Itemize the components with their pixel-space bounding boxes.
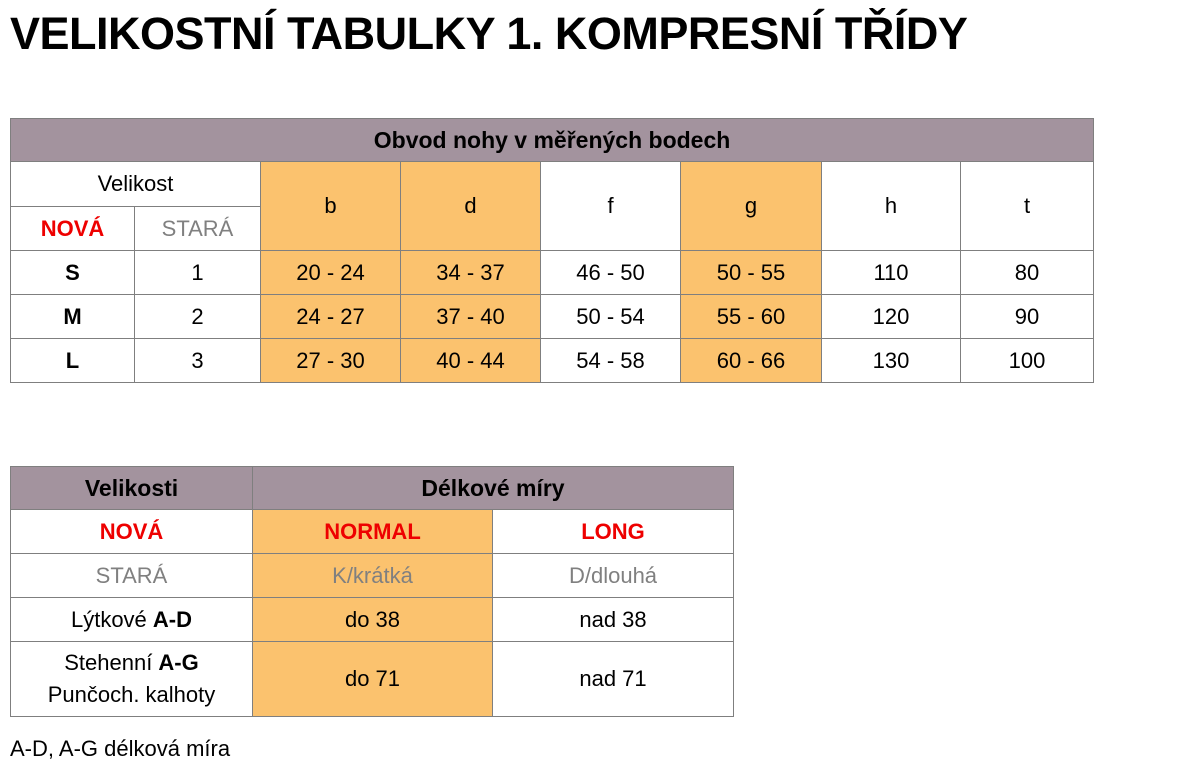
header-measure-d: d xyxy=(400,161,541,251)
header-measure-f: f xyxy=(540,161,681,251)
cell-size-new: L xyxy=(10,338,135,383)
header-measure-g: g xyxy=(680,161,822,251)
table-row-old: STARÁ K/krátká D/dlouhá xyxy=(10,553,735,598)
cell-d: 40 - 44 xyxy=(400,338,541,383)
cell-t: 100 xyxy=(959,338,1095,383)
thigh-label-line1: Stehenní A-G xyxy=(11,647,252,679)
cell-t: 90 xyxy=(959,294,1095,339)
cell-h: 130 xyxy=(821,338,961,383)
cell-normal-label: NORMAL xyxy=(252,509,493,554)
cell-thigh-long: nad 71 xyxy=(491,641,735,717)
table-row-size-labels: NOVÁ STARÁ xyxy=(10,206,1094,251)
cell-t: 80 xyxy=(959,250,1095,295)
cell-thigh-label: Stehenní A-G Punčoch. kalhoty xyxy=(10,641,253,717)
thigh-label-code: A-G xyxy=(158,650,199,676)
table-row-thigh: Stehenní A-G Punčoch. kalhoty do 71 nad … xyxy=(10,641,735,717)
cell-b: 24 - 27 xyxy=(260,294,401,339)
cell-old-label: STARÁ xyxy=(10,553,253,598)
size-group-label: Velikost xyxy=(10,161,261,207)
table-row: S 1 20 - 24 34 - 37 46 - 50 50 - 55 110 … xyxy=(10,250,1095,295)
cell-old-long: D/dlouhá xyxy=(491,553,735,598)
cell-new-label: NOVÁ xyxy=(10,509,253,554)
table-row-calf: Lýtkové A-D do 38 nad 38 xyxy=(10,597,735,642)
header-measure-t: t xyxy=(959,161,1095,251)
table-row-band: Velikosti Délkové míry xyxy=(10,466,735,510)
band-title-circumference: Obvod nohy v měřených bodech xyxy=(9,118,1095,162)
size-old-label: STARÁ xyxy=(134,206,261,251)
cell-size-old: 1 xyxy=(134,250,261,295)
table-row-size-group: Velikost b d f g h t xyxy=(10,161,1095,251)
cell-long-label: LONG xyxy=(491,509,735,554)
cell-f: 50 - 54 xyxy=(540,294,681,339)
cell-thigh-normal: do 71 xyxy=(252,641,493,717)
cell-d: 37 - 40 xyxy=(400,294,541,339)
cell-calf-label: Lýtkové A-D xyxy=(10,597,253,642)
cell-f: 54 - 58 xyxy=(540,338,681,383)
cell-b: 20 - 24 xyxy=(260,250,401,295)
band-title-lengths: Délkové míry xyxy=(251,466,735,510)
cell-g: 60 - 66 xyxy=(680,338,822,383)
header-measure-h: h xyxy=(821,161,961,251)
calf-label-code: A-D xyxy=(152,606,193,632)
table-row: M 2 24 - 27 37 - 40 50 - 54 55 - 60 120 … xyxy=(10,294,1095,339)
cell-d: 34 - 37 xyxy=(400,250,541,295)
thigh-label-text: Stehenní xyxy=(64,650,159,676)
cell-h: 110 xyxy=(821,250,961,295)
header-measure-b: b xyxy=(260,161,401,251)
footer-note: A-D, A-G délková míra xyxy=(10,736,231,761)
cell-size-old: 2 xyxy=(134,294,261,339)
cell-size-new: S xyxy=(10,250,135,295)
cell-size-old: 3 xyxy=(134,338,261,383)
size-new-label: NOVÁ xyxy=(10,206,135,251)
thigh-label-line2: Punčoch. kalhoty xyxy=(47,682,216,707)
cell-h: 120 xyxy=(821,294,961,339)
cell-g: 50 - 55 xyxy=(680,250,822,295)
band-title-sizes: Velikosti xyxy=(10,466,253,510)
page-title: VELIKOSTNÍ TABULKY 1. KOMPRESNÍ TŘÍDY xyxy=(10,8,968,59)
cell-size-new: M xyxy=(10,294,135,339)
table-leg-circumference: Obvod nohy v měřených bodech Velikost b … xyxy=(9,118,1095,383)
calf-label-text: Lýtkové xyxy=(70,606,153,632)
table-row-new: NOVÁ NORMAL LONG xyxy=(10,509,735,554)
cell-calf-long: nad 38 xyxy=(491,597,735,642)
cell-old-normal: K/krátká xyxy=(252,553,493,598)
table-row: L 3 27 - 30 40 - 44 54 - 58 60 - 66 130 … xyxy=(10,338,1095,383)
cell-calf-normal: do 38 xyxy=(252,597,493,642)
table-length-measures: Velikosti Délkové míry NOVÁ NORMAL LONG … xyxy=(10,466,735,717)
cell-b: 27 - 30 xyxy=(260,338,401,383)
table-row-band: Obvod nohy v měřených bodech xyxy=(9,118,1095,162)
cell-f: 46 - 50 xyxy=(540,250,681,295)
cell-g: 55 - 60 xyxy=(680,294,822,339)
